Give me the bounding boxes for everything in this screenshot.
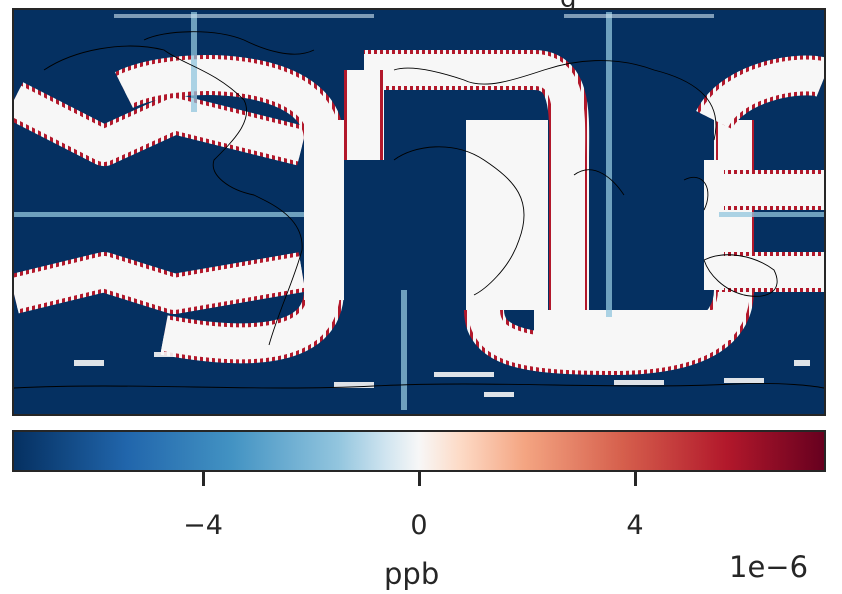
antarctic-patch <box>614 380 664 385</box>
antarctic-patch <box>484 392 514 397</box>
antarctic-patch <box>154 352 174 357</box>
antarctic-patch <box>724 378 764 383</box>
coastline-segment <box>143 31 315 55</box>
coastline-segment <box>703 254 778 297</box>
colorbar-tick <box>633 472 637 486</box>
antarctic-patch <box>74 360 104 366</box>
equatorial-streak <box>719 212 824 217</box>
band-fill-atlantic <box>466 120 548 310</box>
colorbar-tick-label: 0 <box>410 510 428 541</box>
colorbar-tick <box>417 472 421 486</box>
antarctic-patch <box>334 382 374 388</box>
equatorial-streak <box>14 212 304 217</box>
top-streak <box>114 14 374 18</box>
coastline-segment <box>393 60 717 141</box>
vertical-streak <box>191 12 197 112</box>
map-panel <box>12 8 826 416</box>
antarctic-patch <box>794 360 810 366</box>
antarctica-coast <box>14 383 824 389</box>
colorbar-scale-label: 1e−6 <box>729 550 809 584</box>
colorbar-label: ppb <box>384 557 440 591</box>
vertical-streak <box>606 12 612 317</box>
band-fill-america <box>304 120 344 300</box>
colorbar-tick <box>201 472 205 486</box>
field-streaks <box>14 12 824 410</box>
colorbar-tick-label: −4 <box>183 510 223 541</box>
antarctic-patch <box>434 372 494 377</box>
coastline-segment <box>393 146 525 296</box>
coastlines <box>14 31 824 389</box>
coastline-segment <box>263 199 303 346</box>
atlantic-arch <box>364 54 586 310</box>
vertical-streak <box>401 290 407 410</box>
lower-band-left <box>14 256 305 310</box>
east-upper-link <box>699 59 824 129</box>
upper-band-left <box>14 85 306 162</box>
heatmap-plot <box>14 10 824 414</box>
band-fill-east <box>704 160 724 290</box>
coastline-segment <box>43 45 265 201</box>
top-streak <box>564 14 714 18</box>
field-rings <box>14 50 824 375</box>
colorbar <box>12 430 826 472</box>
colorbar-tick-label: 4 <box>626 510 644 541</box>
coastline-segment <box>573 169 625 196</box>
coastline-segment <box>683 176 709 211</box>
band-fill-south <box>534 310 734 340</box>
